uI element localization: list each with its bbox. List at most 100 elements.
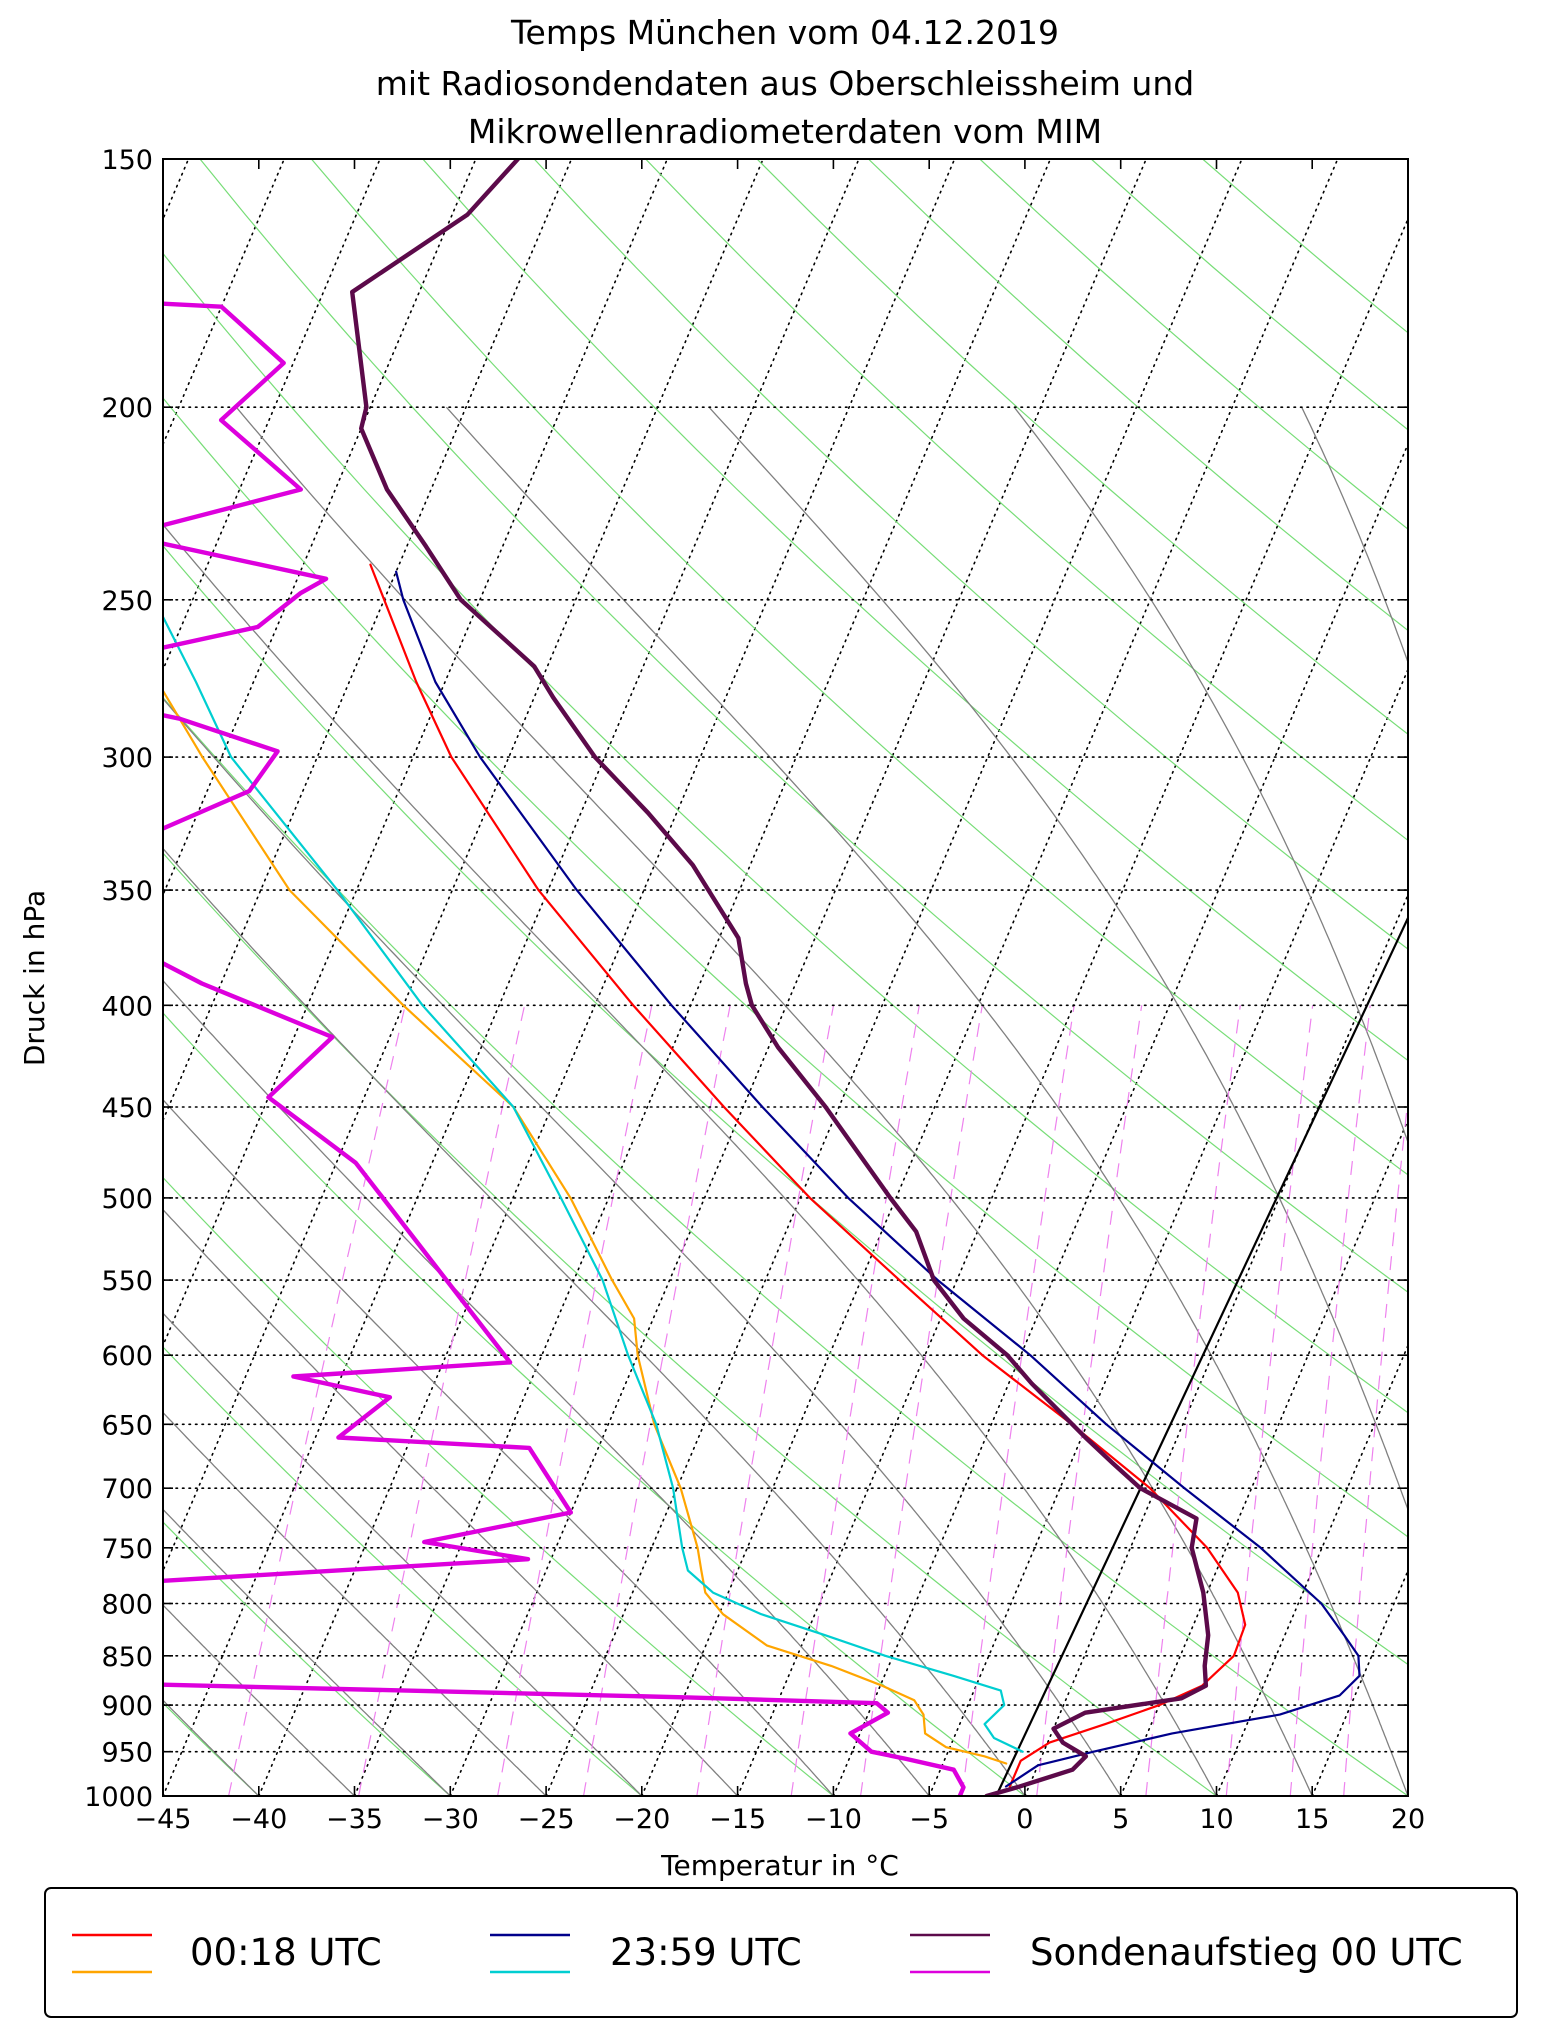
x-axis-label: Temperatur in °C xyxy=(660,1849,899,1882)
x-tick-label: −30 xyxy=(422,1804,479,1835)
moist-adiabat-line xyxy=(163,1411,547,1796)
dry-adiabat-line xyxy=(199,159,1408,1293)
x-tick-label: 15 xyxy=(1295,1804,1329,1835)
y-tick-label: 500 xyxy=(101,1184,153,1215)
isotherm-line xyxy=(1504,159,1542,1796)
pressure-gridlines xyxy=(163,406,1408,1796)
y-tick-label: 150 xyxy=(101,145,153,176)
isotherm-line xyxy=(928,667,1408,1796)
isotherm-line xyxy=(163,159,381,672)
x-tick-label: −5 xyxy=(909,1804,949,1835)
x-tick-label: −15 xyxy=(709,1804,766,1835)
x-tick-label: −40 xyxy=(230,1804,287,1835)
dry-adiabat-line xyxy=(310,159,1408,1176)
isotherm-line xyxy=(832,442,1408,1796)
dry-adiabat-line xyxy=(163,1176,834,1796)
x-tick-label: 5 xyxy=(1112,1804,1129,1835)
dry-adiabat-line xyxy=(645,159,1408,842)
y-tick-label: 350 xyxy=(101,876,153,907)
legend-items: 00:18 UTC 23:59 UTC Sondenaufstieg 00 UTC xyxy=(72,1931,1463,1974)
chart-title-line-2: mit Radiosondendaten aus Oberschleisshei… xyxy=(376,64,1194,103)
dry-adiabat-line xyxy=(163,544,1408,1666)
isotherm-line xyxy=(640,159,1339,1796)
mixing-ratio-line xyxy=(1225,1005,1314,1796)
profile-lines xyxy=(163,159,1361,1796)
legend-label: Sondenaufstieg 00 UTC xyxy=(1030,1931,1463,1974)
y-tick-label: 650 xyxy=(101,1410,153,1441)
dewpoint-line xyxy=(163,301,966,1796)
y-tick-label: 1000 xyxy=(84,1782,153,1813)
dry-adiabat-line xyxy=(163,1012,1026,1796)
y-tick-label: 200 xyxy=(101,393,153,424)
dry-adiabat-line xyxy=(1090,159,1408,431)
isotherm-line xyxy=(163,159,669,1348)
isotherm-line xyxy=(163,159,860,1796)
x-axis-ticks: −45 −40 −35 −30 −25 −20 −15 −10 −5 0 5 10 15 20 xyxy=(135,159,1425,1835)
moist-adiabat-line xyxy=(163,523,1218,1796)
isotherm-line xyxy=(353,159,1052,1796)
y-tick-label: 950 xyxy=(101,1738,153,1769)
x-tick-label: −45 xyxy=(135,1804,192,1835)
dry-adiabat-line xyxy=(163,252,1408,1414)
moist-adiabat-line xyxy=(163,1508,451,1796)
legend-box xyxy=(44,1887,1518,2018)
y-tick-label: 700 xyxy=(101,1474,153,1505)
dewpoint-line xyxy=(163,688,1008,1765)
moist-adiabat-line xyxy=(1013,406,1408,1145)
mixing-ratio-line xyxy=(582,1005,731,1796)
moist-adiabat-line xyxy=(163,1604,355,1796)
y-tick-label: 300 xyxy=(101,743,153,774)
y-tick-label: 600 xyxy=(101,1341,153,1372)
x-tick-label: 20 xyxy=(1391,1804,1425,1835)
dry-adiabat-line xyxy=(867,159,1408,632)
mixing-ratio-line xyxy=(1145,1005,1241,1796)
moist-adiabat-line xyxy=(163,697,1122,1796)
isotherm-line xyxy=(1024,892,1408,1796)
dry-adiabat-line xyxy=(979,159,1408,530)
y-tick-label: 850 xyxy=(101,1642,153,1673)
x-tick-label: 10 xyxy=(1199,1804,1233,1835)
isotherm-line xyxy=(1407,1793,1408,1796)
x-axis-label-text: Temperatur in xyxy=(660,1849,865,1882)
dry-adiabat-line xyxy=(756,159,1408,736)
isotherm-line xyxy=(545,159,1243,1796)
dry-adiabat-line xyxy=(163,696,1408,1796)
dry-adiabat-line xyxy=(163,852,1217,1796)
x-tick-label: −25 xyxy=(518,1804,575,1835)
mixing-ratio-line xyxy=(497,1005,653,1796)
dry-adiabat-line xyxy=(163,1346,643,1796)
legend-label: 00:18 UTC xyxy=(190,1931,382,1974)
y-tick-label: 900 xyxy=(101,1691,153,1722)
y-tick-label: 750 xyxy=(101,1534,153,1565)
isotherm-line xyxy=(163,159,573,1123)
isotherm-line xyxy=(736,216,1408,1796)
moist-adiabat-line xyxy=(163,1098,834,1796)
dry-adiabat-line xyxy=(163,1521,451,1796)
mixing-ratio-line xyxy=(961,1005,1075,1796)
mixing-ratio-line xyxy=(1430,1005,1496,1796)
legend-label: 23:59 UTC xyxy=(610,1931,802,1974)
temperature-line xyxy=(350,159,1211,1796)
moist-adiabat-line xyxy=(445,406,1408,1796)
moist-adiabat-line xyxy=(708,406,1408,1512)
dry-adiabat-line xyxy=(422,159,1408,1062)
y-tick-label: 400 xyxy=(101,991,153,1022)
chart-title-line-3: Mikrowellenradiometerdaten vom MIM xyxy=(468,112,1102,151)
plot-frame xyxy=(162,158,1409,1797)
x-tick-label: 0 xyxy=(1016,1804,1033,1835)
dry-adiabat-line xyxy=(1202,159,1408,334)
isotherm-line xyxy=(1311,1568,1408,1796)
dewpoint-line xyxy=(163,614,1024,1753)
y-axis-ticks: 150 200 250 300 350 400 450 500 550 600 650 700 750 8… xyxy=(84,145,1408,1813)
mixing-ratio-line xyxy=(1498,1005,1542,1796)
mixing-ratio-line xyxy=(228,1005,406,1796)
isotherm-line xyxy=(163,159,764,1573)
x-tick-label: −10 xyxy=(805,1804,862,1835)
thermo-background-lines xyxy=(163,159,1542,1796)
temperature-line xyxy=(369,563,1247,1788)
y-axis-label: Druck in hPa xyxy=(18,890,51,1066)
mixing-ratio-line xyxy=(696,1005,835,1796)
mixing-ratio-line xyxy=(859,1005,983,1796)
isotherm-line xyxy=(163,159,477,897)
